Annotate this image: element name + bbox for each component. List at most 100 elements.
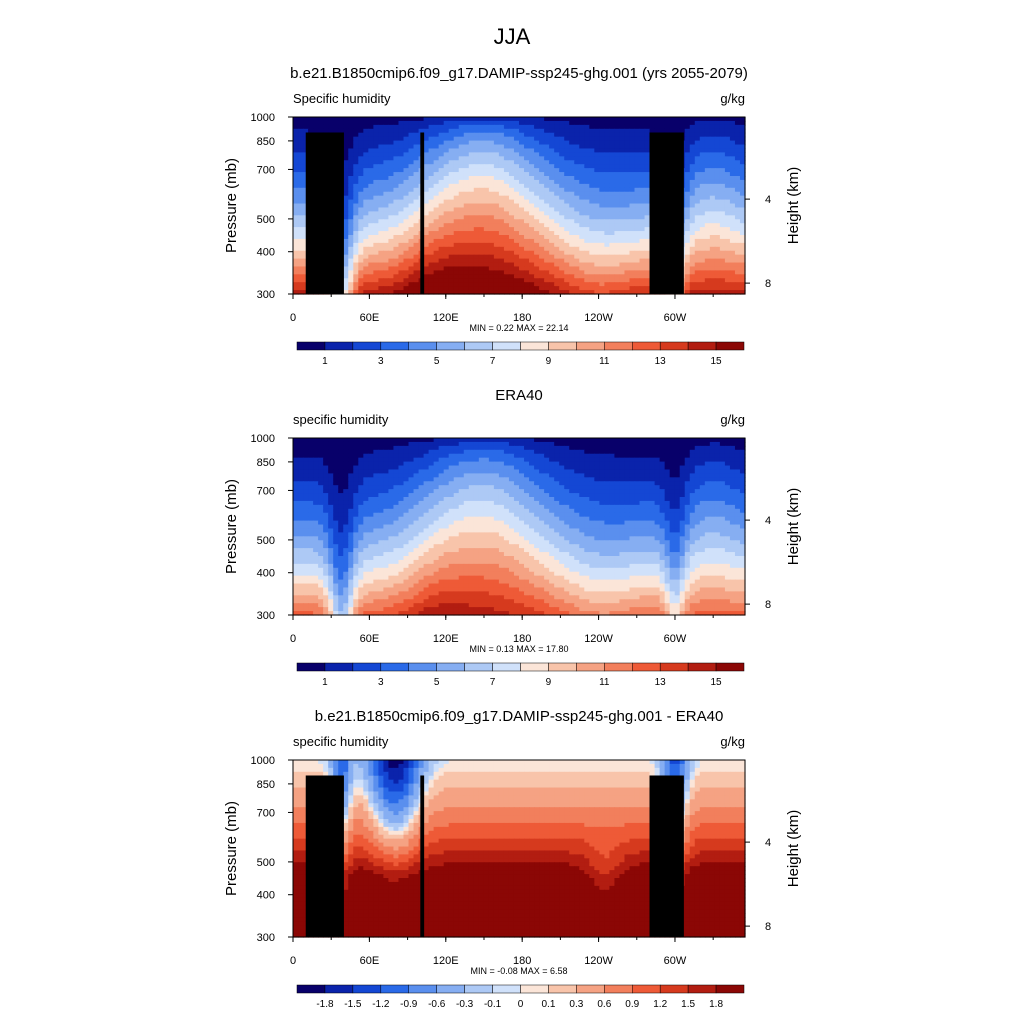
contour-cell <box>444 247 450 252</box>
contour-cell <box>619 117 625 122</box>
contour-cell <box>564 184 570 189</box>
contour-cell <box>544 200 550 205</box>
contour-cell <box>710 243 716 248</box>
contour-cell <box>398 152 404 157</box>
contour-cell <box>499 125 505 130</box>
contour-cell <box>388 137 394 142</box>
contour-cell <box>449 251 455 256</box>
contour-cell <box>424 263 430 268</box>
contour-cell <box>439 270 445 275</box>
contour-cell <box>439 438 445 443</box>
contour-cell <box>489 462 495 467</box>
contour-cell <box>629 446 635 451</box>
contour-cell <box>544 121 550 126</box>
contour-cell <box>484 125 490 130</box>
contour-cell <box>655 466 661 471</box>
contour-cell <box>524 192 530 197</box>
contour-cell <box>599 454 605 459</box>
contour-cell <box>645 227 651 232</box>
contour-cell <box>464 473 470 478</box>
contour-cell <box>434 223 440 228</box>
contour-cell <box>619 204 625 209</box>
contour-cell <box>363 458 369 463</box>
contour-cell <box>484 466 490 471</box>
contour-cell <box>449 454 455 459</box>
contour-cell <box>715 176 721 181</box>
contour-cell <box>454 145 460 150</box>
contour-cell <box>554 176 560 181</box>
contour-cell <box>459 458 465 463</box>
contour-cell <box>614 180 620 185</box>
contour-cell <box>444 176 450 181</box>
contour-cell <box>534 458 540 463</box>
contour-cell <box>494 121 500 126</box>
contour-cell <box>544 473 550 478</box>
contour-cell <box>393 200 399 205</box>
contour-cell <box>629 458 635 463</box>
contour-cell <box>368 168 374 173</box>
contour-cell <box>519 168 525 173</box>
topography-block <box>327 140 333 294</box>
contour-cell <box>554 168 560 173</box>
contour-cell <box>629 156 635 161</box>
contour-cell <box>730 450 736 455</box>
contour-cell <box>705 125 711 130</box>
contour-cell <box>579 215 585 220</box>
contour-cell <box>594 121 600 126</box>
contour-cell <box>529 243 535 248</box>
contour-cell <box>403 192 409 197</box>
contour-cell <box>660 450 666 455</box>
contour-cell <box>414 204 420 209</box>
contour-cell <box>444 184 450 189</box>
contour-cell <box>695 274 701 279</box>
contour-cell <box>720 442 726 447</box>
contour-cell <box>519 223 525 228</box>
contour-cell <box>368 473 374 478</box>
contour-cell <box>378 266 384 271</box>
contour-cell <box>509 148 515 153</box>
contour-cell <box>504 188 510 193</box>
contour-cell <box>449 148 455 153</box>
contour-cell <box>594 211 600 216</box>
contour-cell <box>383 141 389 146</box>
contour-cell <box>584 176 590 181</box>
contour-cell <box>695 282 701 287</box>
contour-cell <box>700 462 706 467</box>
contour-cell <box>343 462 349 467</box>
contour-cell <box>378 137 384 142</box>
contour-cell <box>589 219 595 224</box>
contour-cell <box>338 442 344 447</box>
contour-cell <box>725 168 731 173</box>
contour-cell <box>645 438 651 443</box>
contour-cell <box>574 164 580 169</box>
contour-cell <box>373 243 379 248</box>
contour-cell <box>409 446 415 451</box>
contour-cell <box>564 278 570 283</box>
contour-cell <box>584 466 590 471</box>
contour-cell <box>499 259 505 264</box>
contour-cell <box>539 227 545 232</box>
contour-cell <box>544 219 550 224</box>
contour-cell <box>539 156 545 161</box>
contour-cell <box>609 446 615 451</box>
contour-cell <box>519 259 525 264</box>
contour-cell <box>715 125 721 130</box>
contour-cell <box>393 176 399 181</box>
contour-cell <box>439 184 445 189</box>
contour-cell <box>695 152 701 157</box>
contour-cell <box>690 450 696 455</box>
contour-cell <box>574 259 580 264</box>
contour-cell <box>735 196 741 201</box>
contour-cell <box>579 282 585 287</box>
colorbar-label: 5 <box>434 356 440 367</box>
contour-cell <box>730 125 736 130</box>
contour-cell <box>549 145 555 150</box>
contour-cell <box>398 125 404 130</box>
contour-cell <box>544 266 550 271</box>
contour-cell <box>619 458 625 463</box>
contour-cell <box>735 247 741 252</box>
contour-cell <box>599 231 605 236</box>
contour-cell <box>449 446 455 451</box>
contour-cell <box>629 152 635 157</box>
contour-cell <box>348 164 354 169</box>
